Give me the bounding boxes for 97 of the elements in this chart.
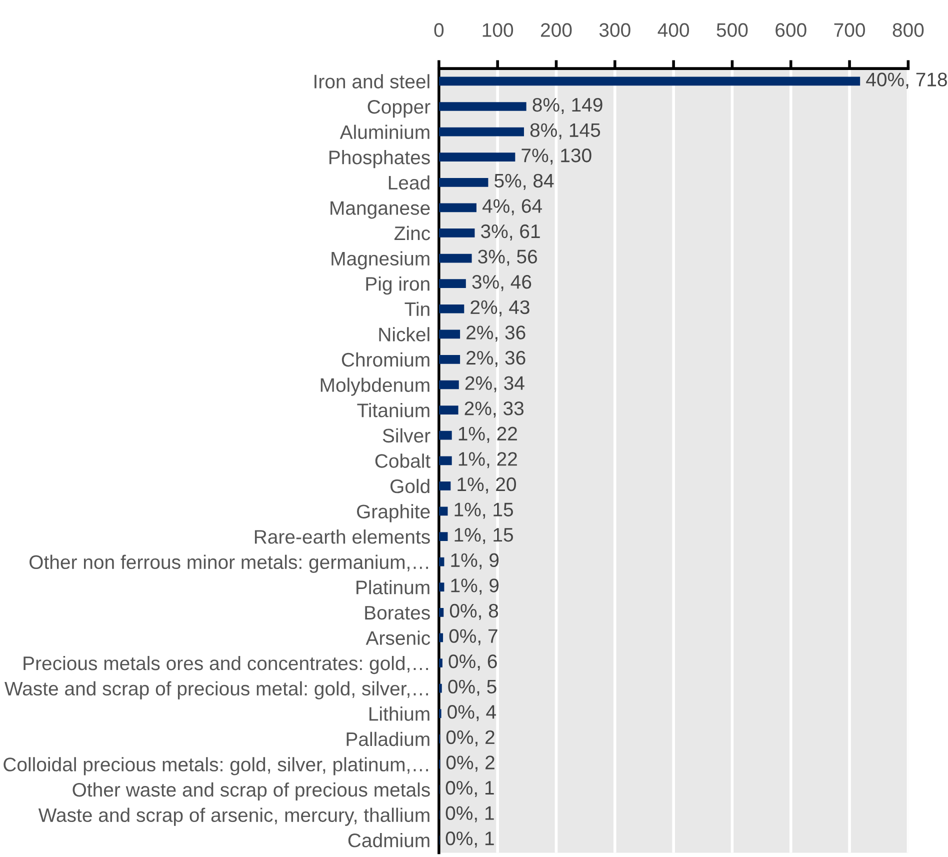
- data-label: 2%, 36: [466, 326, 526, 342]
- data-label: 0%, 5: [448, 680, 496, 696]
- data-label: 3%, 61: [481, 224, 540, 240]
- y-tick-label: Lead: [388, 175, 430, 190]
- bar: [438, 430, 452, 440]
- y-tick-label: Palladium: [346, 732, 430, 746]
- y-tick-label: Borates: [365, 606, 430, 620]
- y-tick-label: Zinc: [394, 226, 430, 240]
- x-tick-label: 0: [434, 23, 444, 37]
- x-tick-label: 500: [716, 23, 748, 37]
- y-tick-label: Platinum: [356, 580, 430, 594]
- bar: [438, 203, 476, 212]
- bar: [438, 532, 448, 541]
- data-label: 3%, 56: [478, 250, 538, 266]
- data-label: 0%, 1: [446, 832, 494, 848]
- x-tick-label: 700: [834, 23, 865, 37]
- bar: [438, 582, 444, 592]
- x-tick-label: 100: [482, 23, 514, 37]
- data-label: 1%, 15: [454, 528, 513, 544]
- y-tick-label: Graphite: [356, 504, 430, 522]
- data-label: 40%, 718: [866, 72, 947, 89]
- bar: [438, 709, 442, 718]
- data-label: 0%, 2: [446, 730, 494, 746]
- bar: [438, 330, 460, 339]
- y-tick-label: Gold: [390, 478, 430, 494]
- y-tick-label: Manganese: [330, 201, 430, 219]
- bar: [438, 304, 464, 314]
- y-tick-label: Titanium: [357, 403, 430, 418]
- x-tick-label: 600: [776, 23, 806, 37]
- y-tick-label: Waste and scrap of arsenic, mercury, thallium: [38, 808, 430, 826]
- x-tick-label: 300: [599, 23, 630, 37]
- data-label: 0%, 4: [448, 705, 496, 722]
- bar: [438, 127, 524, 136]
- y-tick-label: Aluminium: [340, 124, 430, 140]
- data-label: 0%, 2: [446, 756, 494, 772]
- data-label: 2%, 34: [465, 376, 524, 392]
- bar: [438, 633, 444, 642]
- data-label: 0%, 1: [446, 780, 494, 797]
- data-label: 4%, 64: [482, 199, 542, 216]
- y-tick-label: Iron and steel: [314, 74, 430, 88]
- bar: [438, 482, 451, 490]
- data-label: 1%, 9: [451, 553, 499, 570]
- bar: [438, 557, 444, 566]
- data-label: 5%, 84: [494, 174, 554, 190]
- bar: [438, 178, 488, 187]
- data-label: 0%, 1: [446, 806, 494, 822]
- y-tick-label: Other waste and scrap of precious metals: [72, 782, 430, 801]
- bar: [438, 102, 526, 111]
- data-label: 8%, 149: [532, 98, 602, 114]
- data-label: 1%, 22: [458, 452, 517, 468]
- y-tick-label: Pig iron: [366, 276, 430, 295]
- data-label: 7%, 130: [522, 148, 592, 165]
- y-tick-label: Cobalt: [375, 454, 430, 468]
- x-tick-label: 200: [541, 23, 572, 37]
- data-label: 0%, 6: [448, 654, 497, 671]
- bar: [438, 456, 452, 466]
- bar: [438, 254, 472, 263]
- y-tick-label: Cadmium: [348, 833, 430, 848]
- y-tick-label: Tin: [404, 302, 430, 316]
- y-tick-label: Lithium: [370, 706, 430, 721]
- data-label: 1%, 22: [458, 426, 517, 443]
- data-label: 8%, 145: [530, 123, 600, 140]
- bar: [438, 228, 475, 238]
- y-tick-label: Nickel: [379, 327, 430, 342]
- data-label: 0%, 8: [450, 604, 498, 620]
- x-tick-label: 400: [658, 23, 690, 37]
- bar: [438, 506, 448, 516]
- bar: [438, 355, 460, 364]
- y-tick-label: Magnesium: [332, 251, 430, 270]
- bar: [438, 684, 442, 693]
- bar: [438, 279, 466, 288]
- y-tick-label: Molybdenum: [320, 378, 430, 396]
- data-label: 2%, 36: [466, 350, 526, 367]
- y-tick-label: Other non ferrous minor metals: germanium,…: [30, 554, 428, 573]
- y-tick-label: Chromium: [342, 352, 430, 367]
- y-tick-label: Waste and scrap of precious metal: gold, silver,…: [4, 681, 428, 700]
- y-tick-label: Precious metals ores and concentrates: gold,…: [24, 656, 428, 674]
- bar: [438, 608, 444, 617]
- bar: [438, 380, 459, 390]
- data-label: 1%, 9: [451, 578, 499, 595]
- bar: [438, 76, 860, 86]
- bar: [438, 658, 442, 668]
- y-tick-label: Copper: [368, 100, 430, 118]
- data-label: 0%, 7: [449, 629, 498, 646]
- bar: [438, 152, 516, 162]
- data-label: 2%, 43: [470, 300, 530, 316]
- y-tick-label: Colloidal precious metals: gold, silver, platinum,…: [4, 757, 428, 776]
- data-label: 2%, 33: [464, 401, 524, 418]
- y-tick-label: Phosphates: [329, 150, 430, 168]
- bar: [438, 406, 458, 414]
- y-tick-label: Rare-earth elements: [254, 529, 430, 544]
- data-label: 3%, 46: [472, 275, 532, 292]
- x-tick-label: 800: [892, 23, 924, 37]
- data-label: 1%, 15: [454, 502, 513, 519]
- y-tick-label: Arsenic: [366, 630, 430, 645]
- y-tick-label: Silver: [382, 428, 430, 443]
- data-label: 1%, 20: [458, 477, 516, 494]
